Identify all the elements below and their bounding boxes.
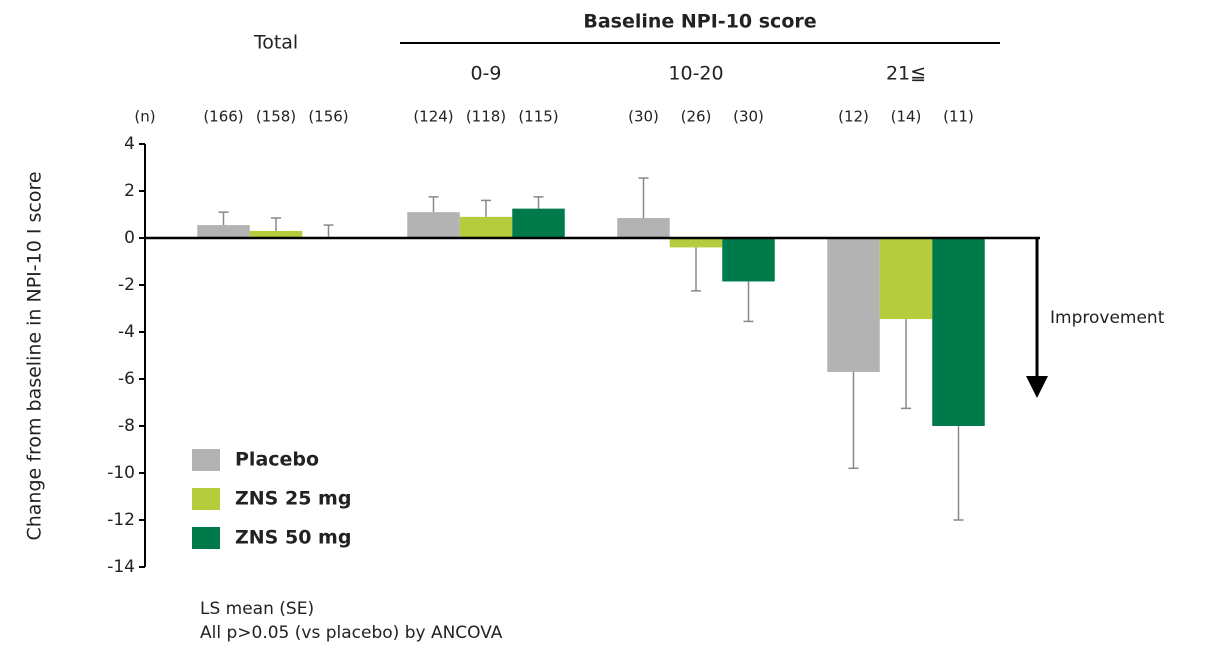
y-axis-label: Change from baseline in NPI-10 I score (24, 171, 46, 540)
n-title: (n) (134, 108, 155, 126)
bar (827, 238, 880, 372)
arrow-head (1026, 376, 1048, 398)
y-tick-label: -4 (118, 322, 135, 342)
y-tick-label: -14 (107, 557, 135, 577)
y-tick-label: -2 (118, 275, 135, 295)
n-label: (11) (943, 108, 974, 126)
y-tick-label: -12 (107, 510, 135, 530)
group-title: Baseline NPI-10 score (583, 11, 816, 33)
y-tick-label: 2 (124, 181, 135, 201)
bar (197, 225, 250, 238)
n-label: (166) (203, 108, 243, 126)
n-label: (158) (256, 108, 296, 126)
category-label: Total (253, 32, 298, 54)
y-tick-label: -6 (118, 369, 135, 389)
y-tick-label: -10 (107, 463, 135, 483)
bar (932, 238, 985, 426)
bar (669, 238, 723, 248)
category-label: 0-9 (470, 63, 501, 85)
y-tick-label: -8 (118, 416, 135, 436)
n-label: (118) (466, 108, 506, 126)
bar (879, 238, 933, 320)
legend-swatch (192, 488, 220, 510)
bar (722, 238, 775, 282)
n-label: (124) (413, 108, 453, 126)
category-label: 10-20 (668, 63, 723, 85)
n-label: (12) (838, 108, 869, 126)
n-label: (115) (518, 108, 558, 126)
n-label: (156) (308, 108, 348, 126)
annotation: Improvement (1050, 308, 1165, 328)
n-label: (26) (681, 108, 712, 126)
category-label: 21≦ (886, 63, 926, 85)
legend-label: ZNS 25 mg (235, 488, 351, 510)
bar (249, 230, 303, 238)
bar (459, 216, 513, 238)
note: All p>0.05 (vs placebo) by ANCOVA (200, 623, 503, 643)
legend-label: ZNS 50 mg (235, 527, 351, 549)
n-label: (30) (733, 108, 764, 126)
legend-swatch (192, 527, 220, 549)
y-tick-label: 0 (124, 228, 135, 248)
bar (407, 212, 460, 238)
bar (512, 208, 565, 238)
y-tick-label: 4 (124, 134, 135, 154)
legend-swatch (192, 449, 220, 471)
bar (617, 218, 670, 238)
note: LS mean (SE) (200, 599, 314, 619)
n-label: (30) (628, 108, 659, 126)
n-label: (14) (891, 108, 922, 126)
legend-label: Placebo (235, 449, 319, 471)
